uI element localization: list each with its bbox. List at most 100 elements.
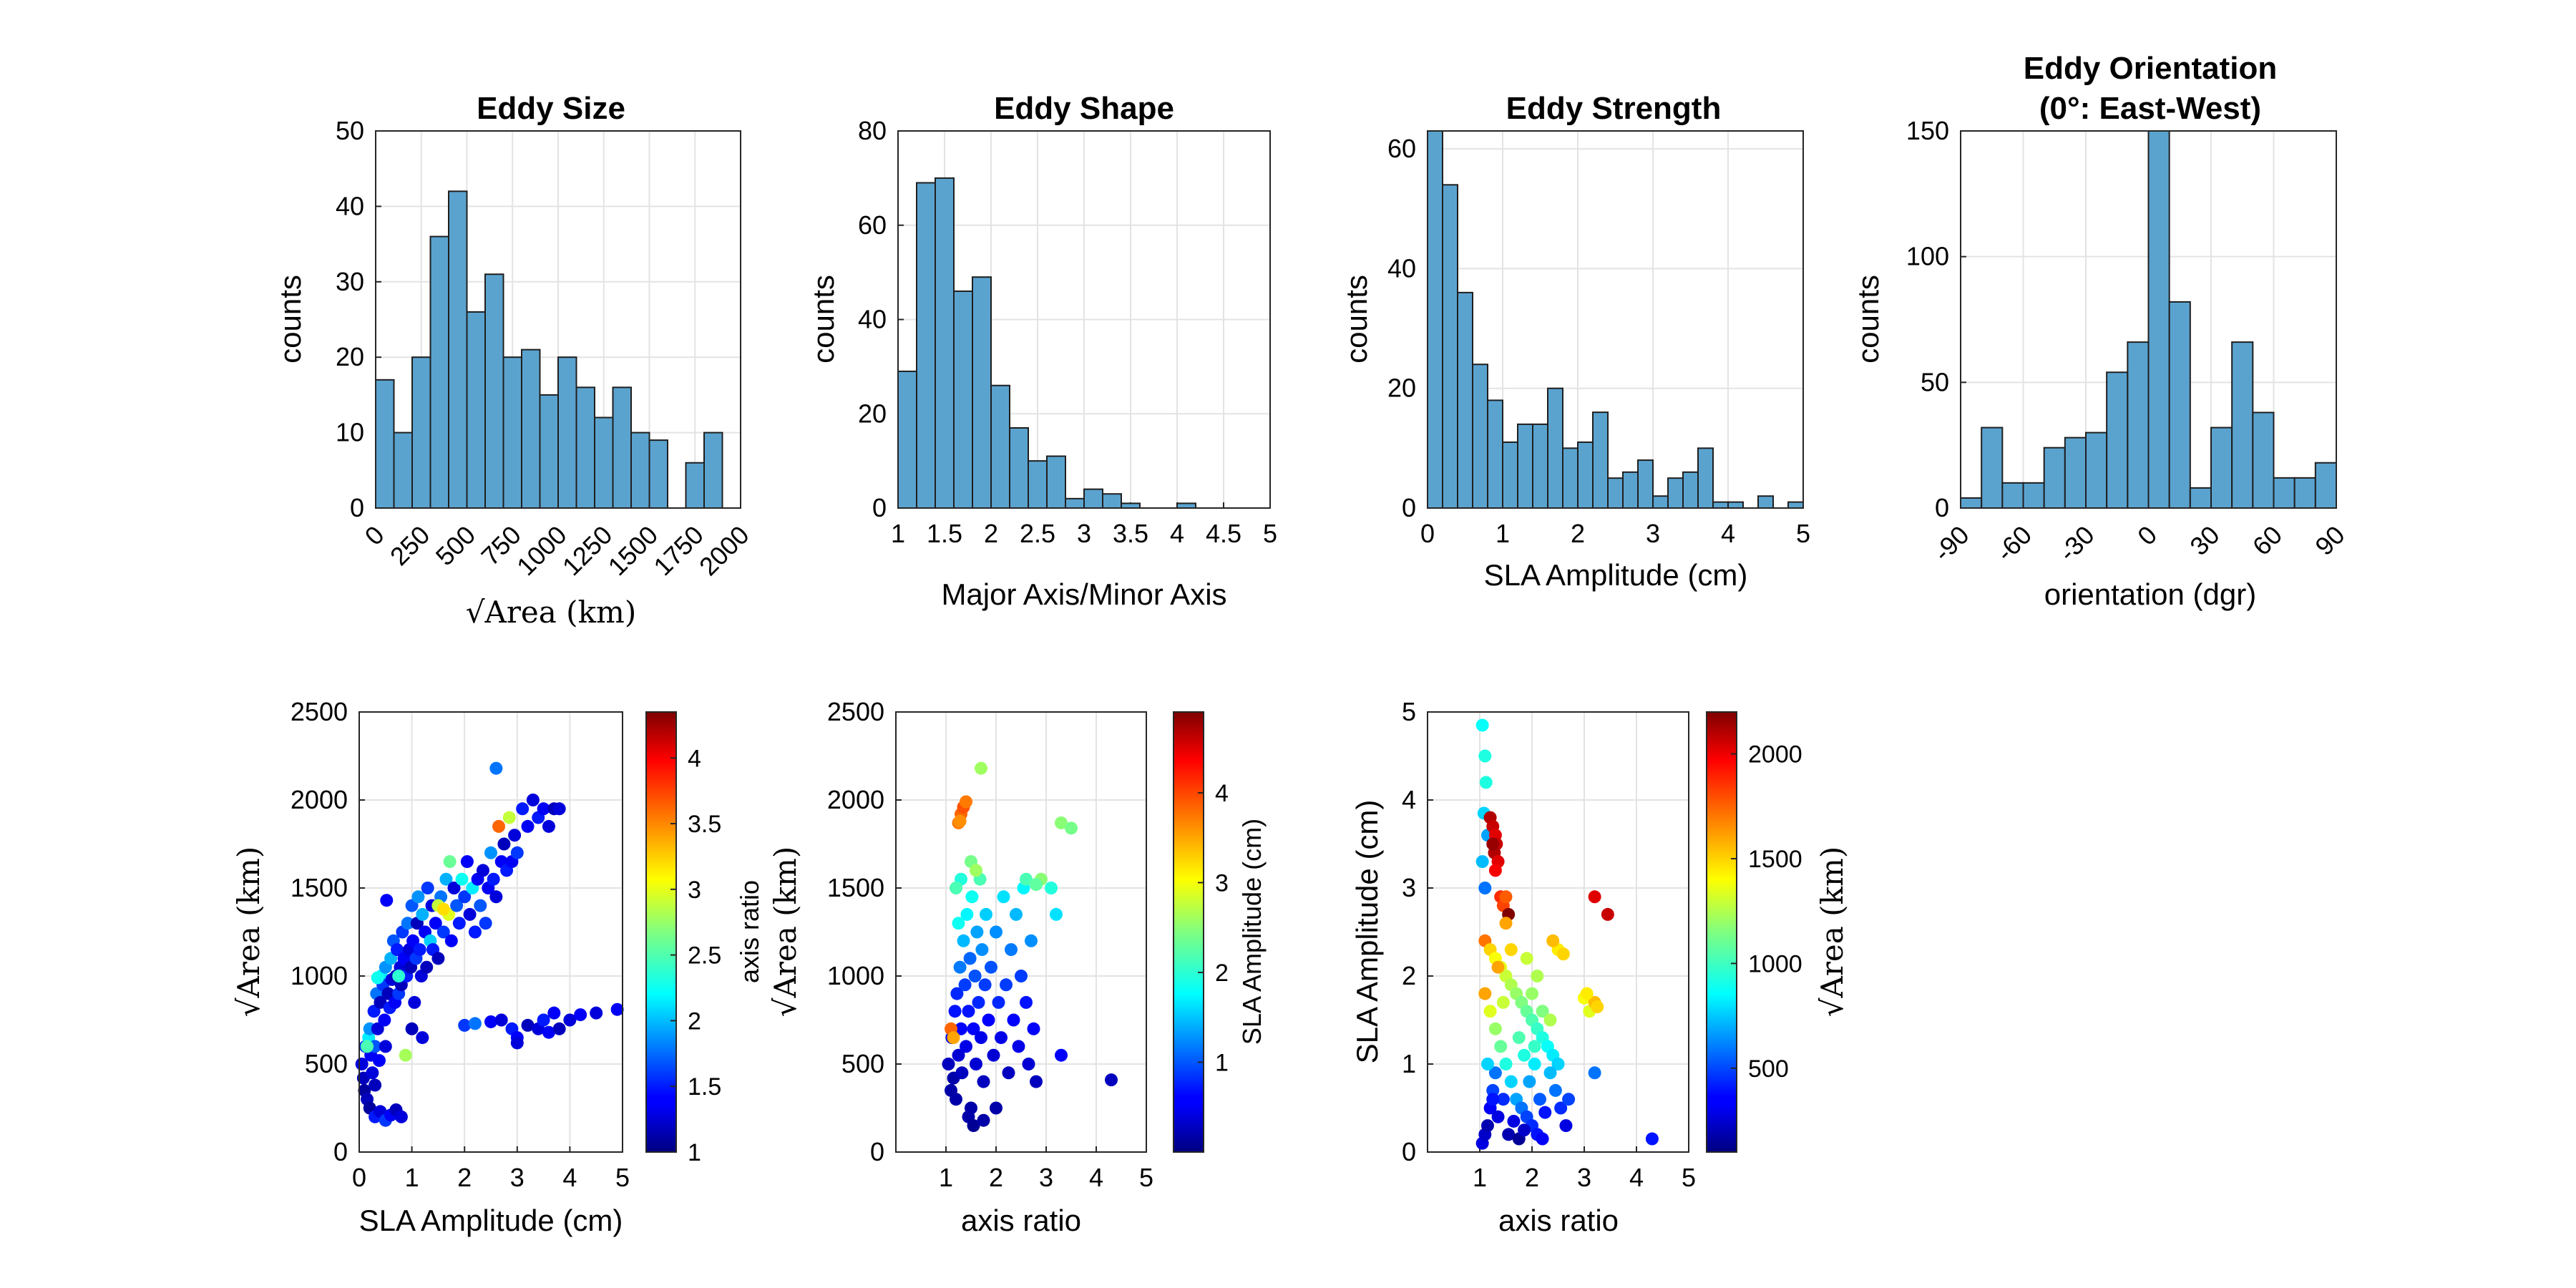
scatter-point bbox=[547, 1006, 561, 1020]
histogram-bar bbox=[411, 356, 431, 509]
scatter-point bbox=[957, 934, 970, 947]
scatter-point bbox=[953, 960, 967, 974]
scatter-point bbox=[479, 917, 492, 930]
colorbar-tick-label: 2000 bbox=[1748, 741, 1802, 769]
scatter-point bbox=[990, 1101, 1002, 1115]
scatter-point bbox=[962, 1005, 975, 1018]
scatter-point bbox=[990, 925, 1002, 939]
histogram-bar bbox=[1652, 495, 1669, 509]
scatter-point bbox=[537, 802, 550, 816]
histogram-bar bbox=[1472, 364, 1488, 509]
scatter-point bbox=[1494, 1040, 1508, 1053]
y-tick-label: 500 bbox=[305, 1049, 348, 1078]
histogram-bar bbox=[972, 276, 992, 509]
colorbar-label: SLA Amplitude (cm) bbox=[1237, 819, 1267, 1045]
y-tick-labels: 0 50 100 150 bbox=[1906, 116, 1949, 522]
x-tick-label: 3 bbox=[1577, 1163, 1591, 1192]
x-tick-label: 2 bbox=[989, 1163, 1003, 1192]
scatter-point bbox=[439, 872, 453, 886]
scatter-point bbox=[421, 882, 434, 894]
scatter-point bbox=[942, 1058, 955, 1070]
scatter-points bbox=[1475, 718, 1659, 1150]
scatter-point bbox=[950, 1093, 962, 1106]
y-tick-label: 500 bbox=[841, 1049, 884, 1078]
histogram-bar bbox=[1547, 387, 1563, 509]
plot-area bbox=[1428, 712, 1689, 1152]
scatter-point bbox=[1020, 995, 1033, 1009]
scatter-point bbox=[371, 971, 384, 985]
histogram-bar bbox=[594, 416, 614, 509]
scatter-point bbox=[458, 890, 472, 904]
colorbar-tick-label: 2.5 bbox=[688, 942, 721, 970]
histogram-bar bbox=[916, 182, 936, 509]
scatter-point bbox=[965, 890, 979, 904]
histogram-bar bbox=[375, 379, 395, 509]
scatter-point bbox=[1546, 934, 1560, 947]
scatter-point bbox=[952, 917, 965, 930]
bars bbox=[897, 177, 1196, 509]
scatter-point bbox=[458, 1018, 472, 1032]
scatter-point bbox=[950, 882, 962, 894]
x-tick-label: 3.5 bbox=[1113, 519, 1148, 548]
bars bbox=[1960, 130, 2337, 509]
y-tick-label: 20 bbox=[336, 342, 364, 371]
y-tick-label: 60 bbox=[1387, 134, 1416, 163]
y-axis-label: SLA Amplitude (cm) bbox=[1350, 800, 1384, 1064]
scatter-point bbox=[502, 811, 516, 824]
scatter-point bbox=[975, 761, 987, 775]
histogram-bar bbox=[685, 462, 705, 509]
scatter-point bbox=[392, 970, 406, 982]
scatter-point bbox=[1480, 1119, 1494, 1133]
scatter-point bbox=[510, 1036, 524, 1050]
scatter-point bbox=[1556, 947, 1570, 961]
histogram-bar bbox=[1427, 130, 1443, 509]
x-axis-label: SLA Amplitude (cm) bbox=[359, 1204, 623, 1237]
histogram-bar bbox=[466, 311, 486, 509]
y-tick-label: 0 bbox=[333, 1137, 348, 1166]
histogram-bar bbox=[2127, 341, 2150, 509]
x-tick-label: 1250 bbox=[557, 520, 618, 582]
scatter-point bbox=[1499, 917, 1513, 930]
chart-title: Eddy Strength bbox=[1506, 91, 1722, 126]
scatter-point bbox=[1030, 878, 1043, 892]
scatter-point bbox=[1531, 970, 1544, 982]
y-tick-label: 80 bbox=[858, 116, 887, 145]
y-axis-label: √Area (km) bbox=[231, 847, 266, 1017]
y-tick-label: 5 bbox=[1402, 697, 1416, 726]
scatter-point bbox=[1551, 1058, 1565, 1070]
y-axis-label: counts bbox=[1340, 275, 1373, 364]
scatter-point bbox=[970, 864, 982, 877]
scatter-point bbox=[1055, 1048, 1068, 1062]
histogram-bar bbox=[1667, 477, 1684, 509]
scatter-point bbox=[960, 907, 974, 921]
panel-eddy-orientation: Eddy Orientation (0°: East-West) -90 -60-… bbox=[1851, 51, 2351, 611]
scatter-point bbox=[399, 1048, 412, 1062]
x-tick-label: 4 bbox=[1629, 1163, 1644, 1192]
histogram-bar bbox=[990, 384, 1010, 509]
histogram-bar bbox=[1562, 447, 1579, 509]
histogram-bar bbox=[1457, 291, 1473, 509]
x-tick-label: 1 bbox=[1473, 1163, 1487, 1192]
colorbar-tick-label: 1.5 bbox=[688, 1073, 721, 1101]
scatter-point bbox=[1499, 1058, 1513, 1070]
scatter-point bbox=[489, 761, 503, 775]
scatter-point bbox=[361, 1040, 374, 1053]
scatter-point bbox=[413, 943, 426, 957]
scatter-point bbox=[369, 1078, 382, 1092]
scatter-point bbox=[494, 1013, 508, 1027]
x-tick-label: 1 bbox=[939, 1163, 953, 1192]
histogram-bar bbox=[429, 235, 449, 509]
scatter-point bbox=[1475, 855, 1489, 869]
scatter-point bbox=[436, 925, 450, 939]
scatter-point bbox=[590, 1006, 603, 1020]
colorbar-tick-label: 2 bbox=[1215, 960, 1229, 987]
histogram-bar bbox=[630, 431, 650, 509]
colorbar-tick-labels: 1 1.5 2 2.5 3 3.5 4 bbox=[670, 745, 721, 1166]
scatter-point bbox=[1504, 943, 1518, 957]
colorbar bbox=[1706, 711, 1737, 1153]
scatter-point bbox=[982, 1013, 995, 1027]
y-tick-label: 2500 bbox=[827, 697, 884, 726]
scatter-point bbox=[487, 872, 500, 886]
